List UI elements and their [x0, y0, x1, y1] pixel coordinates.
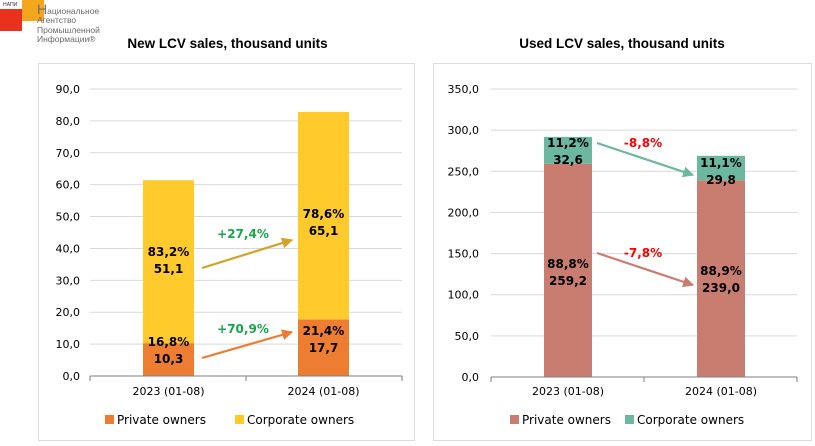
y-tick-label: 250,0 [448, 165, 480, 178]
value-label: 51,1 [154, 262, 184, 276]
logo-first-letter: Н [37, 1, 48, 17]
share-label: 21,4% [303, 324, 345, 338]
logo-line-3: Промышленной [37, 24, 100, 35]
y-tick-label: 10,0 [56, 338, 81, 351]
x-category-label: 2023 (01-08) [532, 385, 604, 398]
x-category-label: 2024 (01-08) [287, 385, 359, 398]
share-label: 11,1% [700, 156, 742, 170]
value-label: 259,2 [549, 274, 587, 288]
y-tick-label: 0,0 [462, 371, 480, 384]
logo-orange-square [22, 0, 44, 21]
y-tick-label: 300,0 [448, 124, 480, 137]
y-tick-label: 40,0 [56, 242, 81, 255]
napi-logo: НАПИ Национальное Агентство Промышленной… [0, 0, 120, 60]
growth-percent-label: +27,4% [217, 227, 269, 241]
y-tick-label: 150,0 [448, 248, 480, 261]
used-lcv-chart-panel [433, 63, 812, 441]
growth-arrow [596, 141, 695, 178]
growth-arrow [596, 251, 695, 288]
value-label: 10,3 [154, 352, 184, 366]
bar-segment-corporate-owners [143, 180, 194, 344]
new-lcv-chart-title: New LCV sales, thousand units [127, 36, 328, 51]
y-tick-label: 200,0 [448, 206, 480, 219]
bar-segment-private-owners [298, 319, 349, 376]
bar-segment-private-owners [697, 180, 745, 377]
growth-arrow [201, 329, 294, 360]
y-tick-label: 70,0 [56, 147, 81, 160]
x-category-label: 2024 (01-08) [685, 385, 757, 398]
logo-line-1: ациональное [47, 6, 100, 16]
growth-percent-label: +70,9% [217, 322, 269, 336]
logo-abbreviation: НАПИ [3, 2, 18, 8]
new-lcv-chart-panel [38, 63, 415, 441]
legend-label: Corporate owners [247, 413, 354, 427]
value-label: 29,8 [706, 173, 736, 187]
growth-percent-label: -8,8% [624, 136, 662, 150]
y-tick-label: 50,0 [56, 211, 81, 224]
logo-line-2: Агентство [37, 15, 77, 26]
logo-red-square [0, 9, 22, 31]
bar-segment-corporate-owners [697, 155, 745, 181]
y-tick-label: 0,0 [63, 370, 81, 383]
y-tick-label: 30,0 [56, 274, 81, 287]
share-label: 83,2% [148, 245, 190, 259]
share-label: 11,2% [547, 136, 589, 150]
y-tick-label: 60,0 [56, 179, 81, 192]
bar-segment-corporate-owners [298, 111, 349, 320]
share-label: 78,6% [303, 207, 345, 221]
legend-label: Corporate owners [637, 413, 744, 427]
legend-swatch [235, 415, 244, 424]
bar-segment-private-owners [143, 343, 194, 376]
bar-segment-private-owners [544, 163, 592, 377]
y-tick-label: 20,0 [56, 306, 81, 319]
y-tick-label: 100,0 [448, 289, 480, 302]
logo-line-4: Информации® [37, 34, 96, 45]
bar-segment-corporate-owners [544, 136, 592, 164]
used-lcv-chart-title: Used LCV sales, thousand units [519, 36, 725, 51]
value-label: 32,6 [553, 153, 583, 167]
value-label: 17,7 [309, 341, 339, 355]
growth-arrow [201, 237, 294, 270]
y-tick-label: 50,0 [455, 330, 480, 343]
legend-swatch [625, 415, 634, 424]
used-lcv-chart: 0,0 50,0 100,0 150,0 200,0 250,0 300,0 350,0 202… [448, 83, 798, 427]
y-tick-label: 90,0 [56, 83, 81, 96]
share-label: 88,9% [700, 264, 742, 278]
value-label: 65,1 [309, 224, 339, 238]
legend-swatch [510, 415, 519, 424]
legend-label: Private owners [117, 413, 206, 427]
legend-swatch [105, 415, 114, 424]
new-lcv-chart: 0,0 10,0 20,0 30,0 40,0 50,0 60,0 70,0 80,0 90,0 2… [56, 83, 403, 427]
value-label: 239,0 [702, 281, 740, 295]
logo-text: Национальное Агентство Промышленной Инфо… [37, 2, 100, 45]
share-label: 88,8% [547, 257, 589, 271]
share-label: 16,8% [148, 335, 190, 349]
growth-percent-label: -7,8% [624, 246, 662, 260]
y-tick-label: 350,0 [448, 83, 480, 96]
x-category-label: 2023 (01-08) [132, 385, 204, 398]
y-tick-label: 80,0 [56, 115, 81, 128]
legend-label: Private owners [522, 413, 611, 427]
